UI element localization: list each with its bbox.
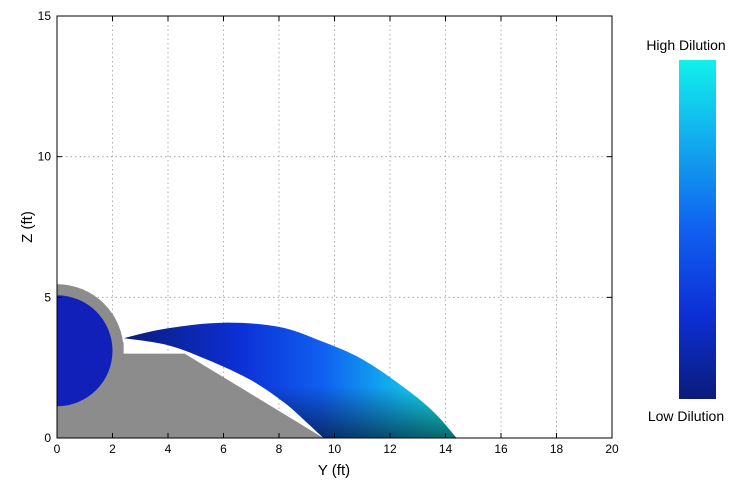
- x-tick-label: 20: [605, 442, 619, 456]
- plume-shading: [123, 322, 457, 438]
- colorbar-top-label: High Dilution: [646, 37, 725, 53]
- x-tick-label: 10: [328, 442, 342, 456]
- x-axis-label: Y (ft): [318, 462, 350, 479]
- x-tick-label: 4: [165, 442, 172, 456]
- pipe-support-block: [57, 342, 324, 438]
- y-tick-label: 0: [44, 431, 51, 445]
- colorbar-bottom-label: Low Dilution: [648, 408, 724, 424]
- x-tick-label: 16: [494, 442, 508, 456]
- x-tick-label: 8: [276, 442, 283, 456]
- x-tick-label: 12: [383, 442, 397, 456]
- x-tick-label: 2: [109, 442, 116, 456]
- x-tick-label: 14: [439, 442, 453, 456]
- x-tick-label: 18: [550, 442, 564, 456]
- colorbar: [679, 60, 716, 399]
- y-tick-label: 15: [38, 9, 52, 23]
- axis-ticks: 0 2 4 6 8 10 12 14 16 18 20 0 5 10 15: [38, 9, 619, 456]
- x-tick-label: 0: [54, 442, 61, 456]
- y-tick-label: 5: [44, 290, 51, 304]
- pipe-inner-discharge: [57, 295, 113, 407]
- x-tick-label: 6: [220, 442, 227, 456]
- y-axis-label: Z (ft): [19, 211, 36, 243]
- y-tick-label: 10: [38, 150, 52, 164]
